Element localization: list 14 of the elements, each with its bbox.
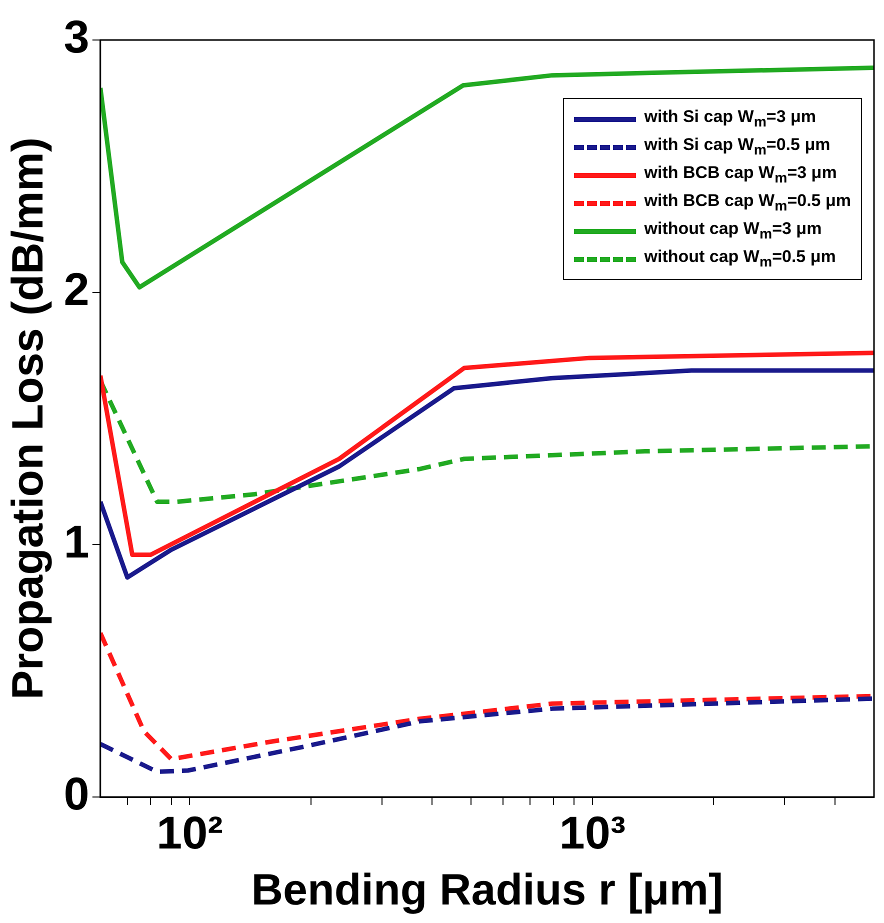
y-tick-label: 0 [64,768,90,820]
y-tick-label: 3 [64,10,90,63]
x-axis-title: Bending Radius r [μm] [251,866,724,915]
x-tick-label: 10² [156,806,223,858]
legend-label: without cap W$_{m}$=3 μm [644,219,822,243]
legend-label: without cap W$_{m}$=0.5 μm [644,247,836,271]
legend-label: with Si cap W$_{m}$=0.5 μm [644,135,830,159]
legend-label: with BCB cap W$_{m}$=0.5 μm [644,191,851,215]
y-tick-label: 2 [64,263,90,316]
legend-label: with BCB cap W$_{m}$=3 μm [644,163,837,187]
y-tick-label: 1 [64,515,90,568]
y-axis-title: Propagation Loss (dB/mm) [4,137,53,700]
x-tick-label: 10³ [559,806,626,858]
legend-label: with Si cap W$_{m}$=3 μm [644,107,816,131]
